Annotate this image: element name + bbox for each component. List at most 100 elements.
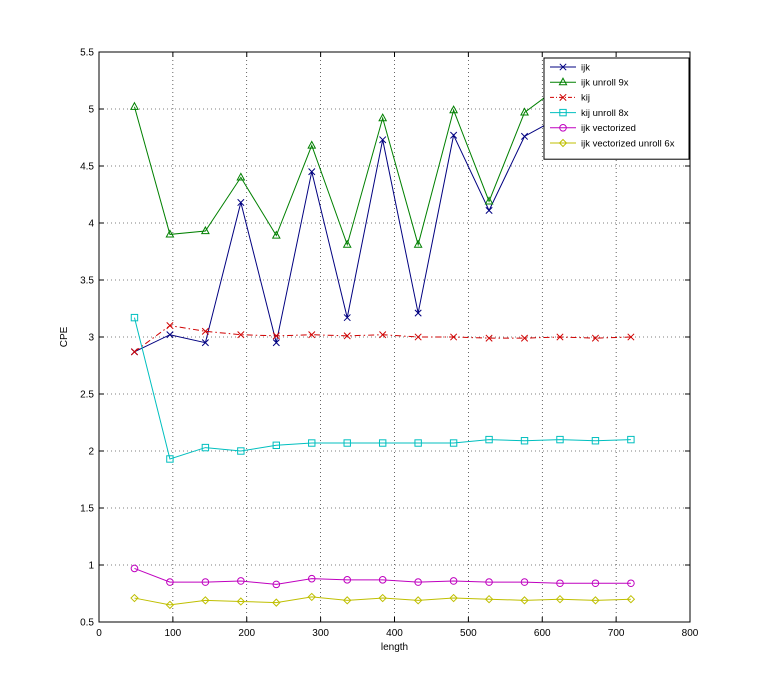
data-point-ijk-unroll-9x — [520, 107, 529, 116]
data-point-ijk-vectorized-unroll-6x — [272, 598, 281, 607]
data-point-ijk-vectorized — [485, 578, 493, 586]
data-point-ijk-unroll-9x — [449, 105, 459, 114]
data-point-ijk — [272, 339, 280, 347]
data-point-kij-unroll-8x — [308, 439, 316, 447]
series-line-ijk-vectorized-unroll-6x — [134, 596, 631, 606]
y-tick-label: 5 — [88, 105, 94, 116]
y-tick-label: 1.5 — [80, 504, 94, 515]
series-kij-unroll-8x — [130, 313, 635, 463]
legend-marker-kij — [559, 93, 567, 101]
data-point-kij — [237, 331, 245, 339]
data-point-ijk — [166, 331, 174, 339]
data-point-ijk-vectorized-unroll-6x — [520, 596, 529, 605]
data-point-kij-unroll-8x — [201, 443, 210, 452]
series-ijk-vectorized — [130, 564, 635, 589]
data-point-ijk-vectorized-unroll-6x — [484, 594, 494, 604]
legend-marker-kij-unroll-8x — [559, 108, 567, 117]
data-point-kij — [130, 348, 139, 356]
data-point-ijk-vectorized-unroll-6x — [307, 592, 316, 602]
legend-label-ijk-vectorized-unroll-6x: ijk vectorized unroll 6x — [581, 138, 675, 149]
data-point-ijk-unroll-9x — [236, 172, 246, 181]
data-point-kij — [272, 332, 280, 340]
data-point-ijk-vectorized-unroll-6x — [236, 597, 246, 606]
y-tick-label: 3.5 — [80, 276, 94, 287]
data-point-kij-unroll-8x — [414, 439, 422, 447]
data-point-ijk-vectorized-unroll-6x — [591, 596, 600, 605]
data-point-ijk-vectorized — [237, 577, 245, 585]
data-point-kij-unroll-8x — [591, 437, 600, 445]
data-point-kij-unroll-8x — [237, 447, 245, 455]
data-point-ijk-vectorized-unroll-6x — [449, 593, 458, 603]
y-tick-label: 1 — [88, 561, 94, 572]
data-point-ijk-vectorized-unroll-6x — [130, 593, 139, 603]
y-tick-label: 2.5 — [80, 390, 94, 401]
data-point-ijk-unroll-9x — [271, 230, 281, 239]
legend-marker-ijk — [559, 63, 567, 71]
legend-marker-ijk-vectorized — [559, 124, 567, 132]
data-point-ijk-unroll-9x — [307, 140, 317, 149]
data-point-ijk — [343, 314, 351, 322]
data-point-ijk-unroll-9x — [484, 196, 494, 205]
data-point-kij — [308, 331, 316, 339]
data-point-ijk-vectorized-unroll-6x — [378, 593, 387, 603]
data-point-ijk-vectorized-unroll-6x — [165, 600, 175, 610]
data-point-ijk-vectorized — [520, 578, 529, 586]
data-point-ijk-vectorized — [307, 574, 316, 583]
data-point-kij — [414, 333, 422, 341]
legend-label-ijk-vectorized: ijk vectorized — [581, 123, 636, 134]
data-point-ijk — [450, 131, 458, 139]
y-tick-label: 5.5 — [80, 48, 94, 59]
data-point-kij-unroll-8x — [520, 437, 529, 445]
data-point-kij-unroll-8x — [449, 439, 458, 447]
data-point-ijk-vectorized-unroll-6x — [201, 596, 210, 605]
y-tick-label: 0.5 — [80, 618, 94, 629]
data-point-kij — [166, 322, 174, 330]
legend-label-kij: kij — [581, 93, 590, 104]
x-tick-label: 500 — [460, 628, 477, 639]
data-point-ijk-vectorized — [130, 564, 139, 573]
x-tick-label: 200 — [238, 628, 255, 639]
y-tick-label: 4 — [88, 219, 94, 230]
legend-label-ijk-unroll-9x: ijk unroll 9x — [581, 78, 629, 89]
x-axis-title: length — [381, 642, 408, 653]
data-point-ijk — [308, 168, 316, 176]
x-tick-label: 700 — [608, 628, 625, 639]
y-tick-label: 3 — [88, 333, 94, 344]
data-point-ijk-unroll-9x — [378, 113, 388, 122]
data-point-ijk — [379, 136, 387, 144]
data-point-ijk-vectorized — [591, 579, 600, 588]
x-tick-label: 300 — [312, 628, 329, 639]
data-point-kij — [343, 332, 351, 340]
data-point-kij-unroll-8x — [556, 435, 564, 444]
data-point-kij-unroll-8x — [272, 441, 281, 450]
data-point-kij — [379, 331, 387, 339]
legend-box — [543, 57, 690, 160]
data-point-kij-unroll-8x — [627, 435, 635, 444]
data-point-ijk — [485, 206, 493, 215]
x-tick-label: 400 — [386, 628, 403, 639]
y-tick-label: 2 — [88, 447, 94, 458]
x-tick-label: 600 — [534, 628, 551, 639]
data-point-ijk — [201, 339, 209, 347]
data-point-ijk-vectorized — [343, 576, 352, 584]
legend-label-ijk: ijk — [581, 62, 590, 73]
data-point-kij-unroll-8x — [485, 435, 493, 444]
data-point-ijk-vectorized-unroll-6x — [343, 596, 352, 605]
data-point-ijk-vectorized — [272, 580, 281, 589]
x-tick-label: 0 — [96, 628, 102, 639]
data-point-ijk-vectorized-unroll-6x — [626, 594, 636, 604]
legend: ijk ijk unroll 9x kij kij unroll 8x ijk vect… — [543, 57, 690, 160]
x-tick-label: 100 — [165, 628, 182, 639]
data-point-ijk-vectorized-unroll-6x — [413, 596, 423, 605]
data-point-kij — [591, 334, 599, 342]
legend-label-kij-unroll-8x: kij unroll 8x — [581, 108, 629, 119]
series-kij — [130, 322, 635, 356]
data-point-ijk-vectorized — [378, 576, 387, 584]
data-point-ijk-vectorized — [449, 577, 458, 585]
data-point-kij — [627, 333, 635, 341]
data-point-kij-unroll-8x — [130, 313, 139, 322]
data-point-ijk — [414, 309, 422, 317]
data-point-ijk-vectorized — [627, 579, 635, 588]
